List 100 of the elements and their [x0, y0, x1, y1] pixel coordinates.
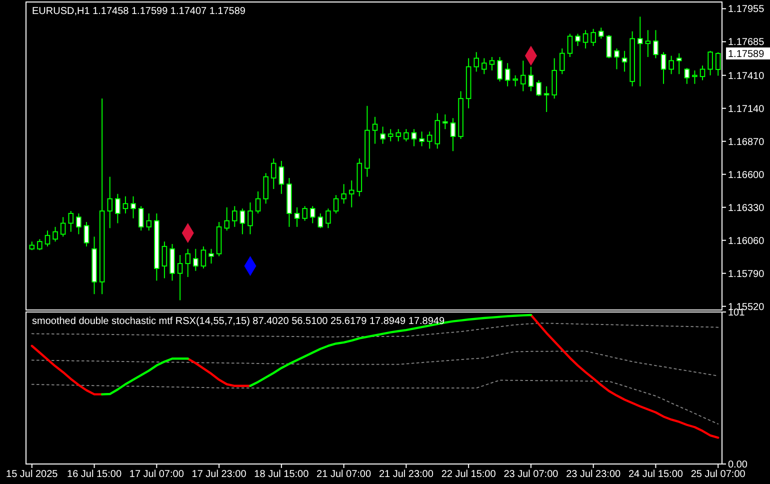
candlestick: [434, 112, 440, 150]
candlestick: [270, 158, 276, 190]
candlestick: [606, 34, 612, 59]
candlestick: [396, 128, 402, 142]
x-tick-label: 21 Jul 07:00: [316, 469, 372, 480]
candlestick: [278, 160, 284, 194]
candlestick: [372, 116, 378, 144]
candlestick: [668, 55, 674, 75]
candlestick: [84, 222, 90, 247]
candlestick: [310, 206, 316, 224]
x-tick-label: 16 Jul 15:00: [67, 469, 122, 480]
candlestick: [645, 30, 651, 58]
candlestick: [255, 190, 261, 214]
candlestick: [318, 212, 324, 229]
candlestick: [107, 176, 113, 229]
candlestick: [582, 30, 588, 49]
candlestick: [200, 246, 206, 269]
candlestick: [489, 56, 495, 71]
candlestick: [193, 248, 198, 272]
candlestick: [208, 248, 214, 264]
candlestick: [294, 206, 300, 228]
candlestick: [138, 206, 144, 232]
x-tick-label: 23 Jul 23:00: [566, 469, 622, 480]
line-series: [31, 350, 719, 376]
x-tick-label: 23 Jul 07:00: [504, 469, 559, 480]
candlestick: [411, 128, 417, 147]
x-tick-label: 17 Jul 23:00: [192, 469, 247, 480]
candlestick: [560, 48, 565, 75]
candlestick: [162, 241, 168, 279]
x-tick-label: 24 Jul 15:00: [628, 469, 684, 480]
candlestick: [598, 27, 604, 40]
y-tick-label: 1.16060: [728, 236, 765, 247]
y-tick-label: 1.15790: [728, 268, 765, 280]
candlestick: [482, 58, 487, 75]
candlestick: [130, 196, 136, 219]
candlestick: [348, 180, 354, 208]
candlestick: [52, 226, 58, 242]
candlestick: [497, 56, 502, 82]
candlestick: [380, 126, 386, 144]
chart-title: EURUSD,H1 1.17458 1.17599 1.17407 1.17589: [32, 6, 246, 17]
x-tick-label: 25 Jul 07:00: [690, 469, 746, 480]
candlestick: [637, 16, 643, 87]
candlestick: [520, 60, 526, 92]
candlestick: [115, 193, 120, 224]
candlestick: [575, 33, 580, 46]
candlestick: [76, 212, 82, 235]
candlestick: [263, 172, 268, 204]
candlestick: [240, 208, 246, 235]
candlestick: [388, 128, 394, 142]
candlestick: [326, 208, 331, 229]
chart-title: smoothed double stochastic mtf RSX(14,55,7,15) 87.4020 56.5100 25.6179 17.8949 17.8949: [32, 316, 445, 327]
candlestick: [450, 118, 456, 152]
candlestick: [474, 52, 480, 72]
candlestick: [528, 66, 534, 92]
candlestick: [37, 238, 42, 251]
candlestick: [653, 30, 658, 59]
x-tick-label: 17 Jul 07:00: [129, 469, 184, 480]
candlestick: [333, 194, 339, 214]
y-tick-label: 1.17685: [728, 37, 765, 48]
y-tick-label: 1.16330: [728, 202, 765, 214]
candlestick: [622, 50, 628, 72]
candlestick: [660, 52, 666, 84]
candlestick: [248, 202, 253, 235]
candlestick: [232, 206, 238, 228]
candlestick: [567, 33, 573, 58]
candlestick: [614, 48, 620, 70]
candlestick: [544, 86, 550, 112]
candlestick: [302, 206, 308, 222]
candlestick: [426, 131, 432, 150]
candlestick: [185, 248, 190, 278]
y-tick-label: 1.17140: [728, 104, 765, 115]
candlestick: [60, 216, 66, 238]
candlestick: [536, 80, 542, 97]
y-tick-label: 1.16870: [728, 136, 765, 148]
candlestick: [442, 114, 448, 130]
candlestick: [700, 65, 706, 81]
candlestick: [590, 28, 596, 46]
candlestick: [341, 184, 346, 204]
candlestick: [44, 230, 50, 247]
x-tick-label: 21 Jul 23:00: [378, 469, 434, 480]
candlestick: [708, 50, 713, 76]
y-tick-label: 1.17410: [728, 70, 765, 82]
text: 1.17589: [728, 48, 765, 60]
line-series: [31, 380, 719, 424]
y-tick-label: 1.16600: [728, 170, 765, 181]
candlestick: [122, 196, 128, 214]
candlestick: [224, 206, 230, 232]
candlestick: [692, 70, 698, 84]
x-tick-label: 18 Jul 15:00: [254, 469, 310, 480]
candlestick: [504, 62, 510, 87]
x-tick-label: 22 Jul 15:00: [441, 469, 496, 480]
candlestick: [404, 128, 409, 142]
candlestick: [68, 210, 74, 232]
candlestick: [146, 212, 152, 232]
candlestick: [419, 131, 424, 147]
y-tick-label: 1.17955: [728, 4, 765, 16]
candlestick: [177, 254, 183, 301]
candlestick: [512, 74, 518, 87]
candlestick: [676, 52, 682, 75]
x-tick-label: 15 Jul 2025: [6, 469, 58, 480]
